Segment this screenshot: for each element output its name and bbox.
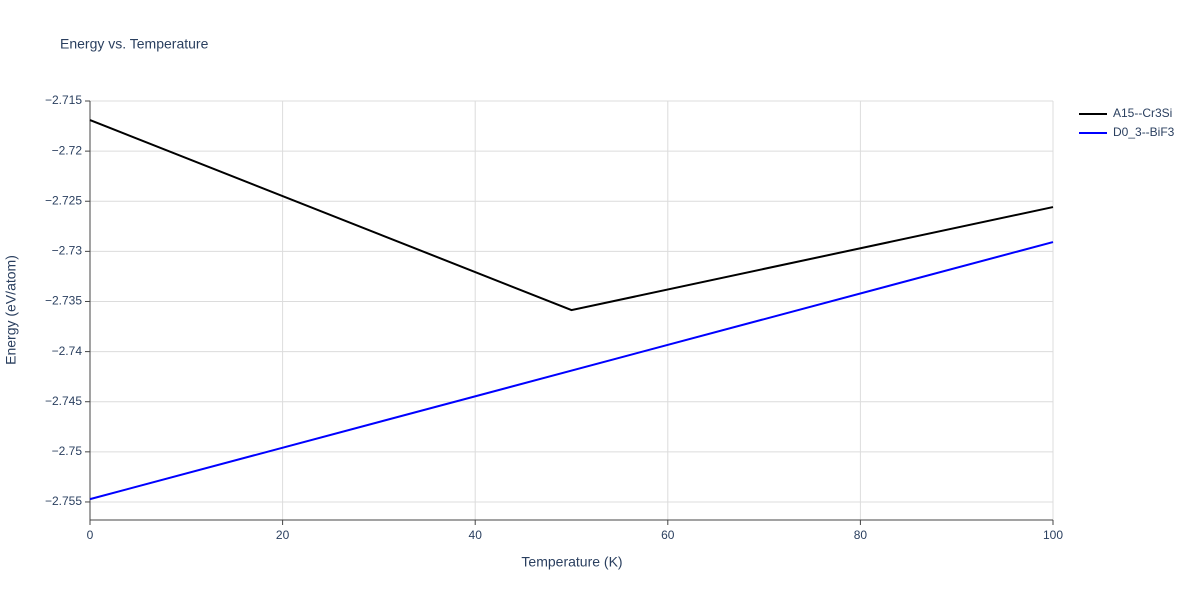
x-tick-label: 60 (661, 528, 675, 542)
y-tick-label: −2.73 (52, 244, 83, 258)
x-tick-label: 100 (1043, 528, 1063, 542)
y-tick-label: −2.74 (52, 344, 83, 358)
legend-label: D0_3--BiF3 (1113, 125, 1175, 139)
x-tick-label: 20 (276, 528, 290, 542)
x-tick-label: 40 (469, 528, 483, 542)
y-tick-label: −2.745 (45, 394, 82, 408)
y-tick-label: −2.72 (52, 143, 83, 157)
series-line (89, 241, 1054, 501)
y-axis-title: Energy (eV/atom) (3, 255, 19, 365)
series-line (89, 119, 1054, 312)
y-tick-label: −2.755 (45, 494, 82, 508)
y-tick-label: −2.715 (45, 93, 82, 107)
legend-label: A15--Cr3Si (1113, 106, 1172, 120)
x-tick-label: 0 (87, 528, 94, 542)
x-tick-label: 80 (854, 528, 868, 542)
chart-title: Energy vs. Temperature (60, 36, 209, 52)
y-tick-label: −2.735 (45, 294, 82, 308)
y-tick-label: −2.725 (45, 193, 82, 207)
x-axis-title: Temperature (K) (521, 554, 622, 570)
y-tick-label: −2.75 (52, 444, 83, 458)
